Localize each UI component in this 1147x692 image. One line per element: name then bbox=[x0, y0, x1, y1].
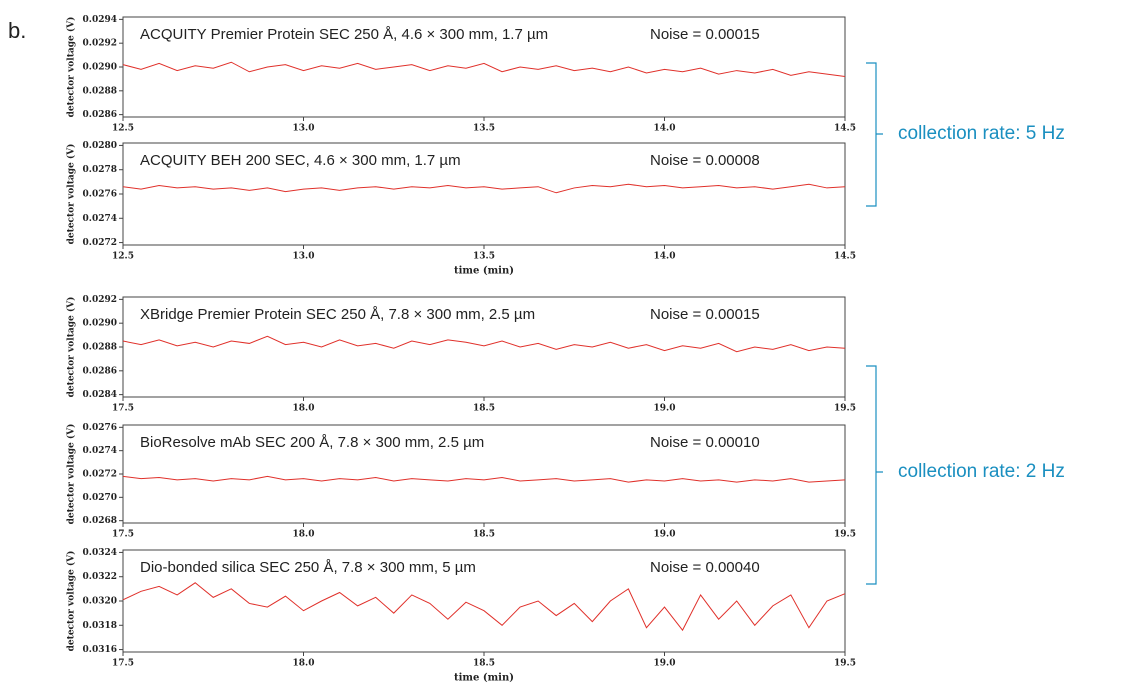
noise-annotation: Noise = 0.00015 bbox=[650, 26, 760, 43]
y-tick-label: 0.0324 bbox=[83, 548, 117, 558]
data-line bbox=[122, 475, 846, 483]
y-axis-label: detector voltage (V) bbox=[66, 144, 77, 245]
x-tick-label: 19.5 bbox=[834, 659, 856, 669]
bracket bbox=[866, 365, 883, 585]
y-tick-label: 0.0270 bbox=[83, 493, 117, 503]
x-tick-label: 14.5 bbox=[834, 252, 856, 262]
data-line bbox=[122, 335, 846, 353]
y-tick-label: 0.0280 bbox=[83, 141, 117, 151]
bracket-label: collection rate: 2 Hz bbox=[898, 461, 1065, 482]
figure-label: b. bbox=[8, 18, 26, 43]
x-tick-label: 13.0 bbox=[293, 124, 315, 134]
x-tick-label: 18.5 bbox=[473, 659, 495, 669]
y-tick-label: 0.0278 bbox=[83, 165, 117, 175]
y-tick-label: 0.0286 bbox=[83, 110, 117, 120]
y-tick-label: 0.0286 bbox=[83, 366, 117, 376]
x-tick-label: 19.5 bbox=[834, 530, 856, 540]
noise-annotation: Noise = 0.00015 bbox=[650, 306, 760, 323]
panel-title: ACQUITY BEH 200 SEC, 4.6 × 300 mm, 1.7 µ… bbox=[140, 152, 461, 169]
y-tick-label: 0.0276 bbox=[83, 190, 117, 200]
x-tick-label: 19.0 bbox=[654, 659, 676, 669]
noise-annotation: Noise = 0.00040 bbox=[650, 559, 760, 576]
y-axis-label: detector voltage (V) bbox=[66, 424, 77, 525]
x-tick-label: 19.0 bbox=[654, 530, 676, 540]
x-tick-label: 18.5 bbox=[473, 530, 495, 540]
x-tick-label: 18.0 bbox=[293, 530, 315, 540]
x-tick-label: 18.0 bbox=[293, 659, 315, 669]
x-axis-label: time (min) bbox=[454, 673, 514, 684]
x-tick-label: 17.5 bbox=[112, 404, 134, 414]
bracket bbox=[866, 62, 883, 207]
panel-title: ACQUITY Premier Protein SEC 250 Å, 4.6 ×… bbox=[140, 26, 548, 43]
x-tick-label: 12.5 bbox=[112, 252, 134, 262]
x-tick-label: 14.0 bbox=[654, 124, 676, 134]
noise-annotation: Noise = 0.00008 bbox=[650, 152, 760, 169]
y-tick-label: 0.0292 bbox=[83, 295, 117, 305]
noise-annotation: Noise = 0.00010 bbox=[650, 434, 760, 451]
y-tick-label: 0.0290 bbox=[83, 319, 117, 329]
x-tick-label: 14.0 bbox=[654, 252, 676, 262]
x-tick-label: 13.5 bbox=[473, 124, 495, 134]
panel-title: BioResolve mAb SEC 200 Å, 7.8 × 300 mm, … bbox=[140, 434, 484, 451]
y-axis-label: detector voltage (V) bbox=[66, 297, 77, 398]
y-tick-label: 0.0288 bbox=[83, 86, 117, 96]
x-tick-label: 17.5 bbox=[112, 659, 134, 669]
data-line bbox=[122, 582, 846, 632]
x-tick-label: 12.5 bbox=[112, 124, 134, 134]
bracket-label: collection rate: 5 Hz bbox=[898, 123, 1065, 144]
y-tick-label: 0.0268 bbox=[83, 516, 117, 526]
y-axis-label: detector voltage (V) bbox=[66, 17, 77, 118]
x-tick-label: 18.5 bbox=[473, 404, 495, 414]
y-tick-label: 0.0276 bbox=[83, 423, 117, 433]
y-tick-label: 0.0272 bbox=[83, 238, 117, 248]
y-tick-label: 0.0294 bbox=[83, 15, 117, 25]
y-axis-label: detector voltage (V) bbox=[66, 551, 77, 652]
x-tick-label: 17.5 bbox=[112, 530, 134, 540]
panel-title: Dio-bonded silica SEC 250 Å, 7.8 × 300 m… bbox=[140, 559, 476, 576]
x-tick-label: 13.5 bbox=[473, 252, 495, 262]
x-axis-label: time (min) bbox=[454, 266, 514, 277]
x-tick-label: 18.0 bbox=[293, 404, 315, 414]
y-tick-label: 0.0288 bbox=[83, 343, 117, 353]
y-tick-label: 0.0292 bbox=[83, 39, 117, 49]
y-tick-label: 0.0272 bbox=[83, 470, 117, 480]
x-tick-label: 19.5 bbox=[834, 404, 856, 414]
x-tick-label: 19.0 bbox=[654, 404, 676, 414]
y-tick-label: 0.0320 bbox=[83, 597, 117, 607]
x-tick-label: 13.0 bbox=[293, 252, 315, 262]
data-line bbox=[122, 61, 846, 78]
y-tick-label: 0.0322 bbox=[83, 572, 117, 582]
y-tick-label: 0.0290 bbox=[83, 63, 117, 73]
x-tick-label: 14.5 bbox=[834, 124, 856, 134]
y-tick-label: 0.0318 bbox=[83, 621, 117, 631]
panel-title: XBridge Premier Protein SEC 250 Å, 7.8 ×… bbox=[140, 306, 535, 323]
y-tick-label: 0.0274 bbox=[83, 446, 117, 456]
y-tick-label: 0.0274 bbox=[83, 214, 117, 224]
y-tick-label: 0.0316 bbox=[83, 645, 117, 655]
data-line bbox=[122, 183, 846, 194]
y-tick-label: 0.0284 bbox=[83, 390, 117, 400]
